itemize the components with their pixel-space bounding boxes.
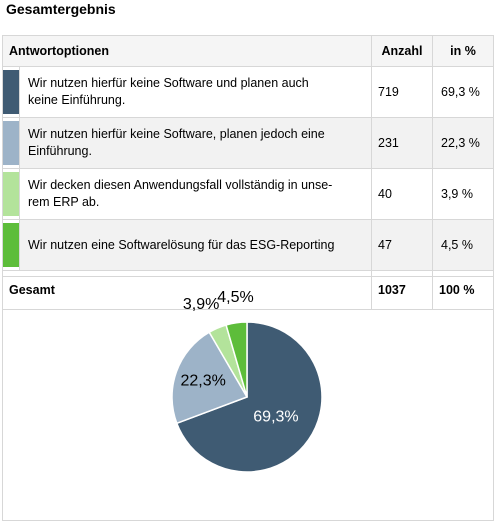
row-label: Wir nutzen eine Softwarelösung für das E… [19, 219, 372, 271]
pie-slice-no-software-no-plan [175, 321, 323, 473]
legend-swatch [2, 117, 20, 169]
row-label: Wir nutzen hierfür keine Software, plane… [19, 117, 372, 169]
table-row: Wir nutzen hierfür keine Software und pl… [2, 66, 494, 118]
row-percent: 22,3 % [432, 117, 494, 169]
header-count: Anzahl [371, 35, 433, 67]
legend-swatch [2, 219, 20, 271]
legend-swatch [2, 66, 20, 118]
table-row: Wir decken diesen Anwendungsfall vollstä… [2, 168, 494, 220]
legend-swatch [2, 168, 20, 220]
table-row: Wir nutzen hierfür keine Software, plane… [2, 117, 494, 169]
row-count: 719 [371, 66, 433, 118]
row-count: 47 [371, 219, 433, 271]
pie-data-label: 22,3% [181, 373, 226, 390]
page-title: Gesamtergebnis [6, 1, 116, 17]
header-percent: in % [432, 35, 494, 67]
pie-slice-no-software-planned [171, 331, 249, 425]
table-header: Antwortoptionen Anzahl in % [2, 35, 494, 67]
row-count: 231 [371, 117, 433, 169]
pie-slice-esg-software [225, 321, 248, 398]
pie-data-label: 69,3% [253, 408, 298, 425]
row-label: Wir decken diesen Anwendungsfall vollstä… [19, 168, 372, 220]
row-label: Wir nutzen hierfür keine Software und pl… [19, 66, 372, 118]
pie-data-label: 4,5% [217, 289, 253, 306]
table-row: Wir nutzen eine Softwarelösung für das E… [2, 219, 494, 271]
pie-data-label: 3,9% [183, 296, 219, 313]
chart-frame [2, 276, 494, 521]
row-percent: 4,5 % [432, 219, 494, 271]
